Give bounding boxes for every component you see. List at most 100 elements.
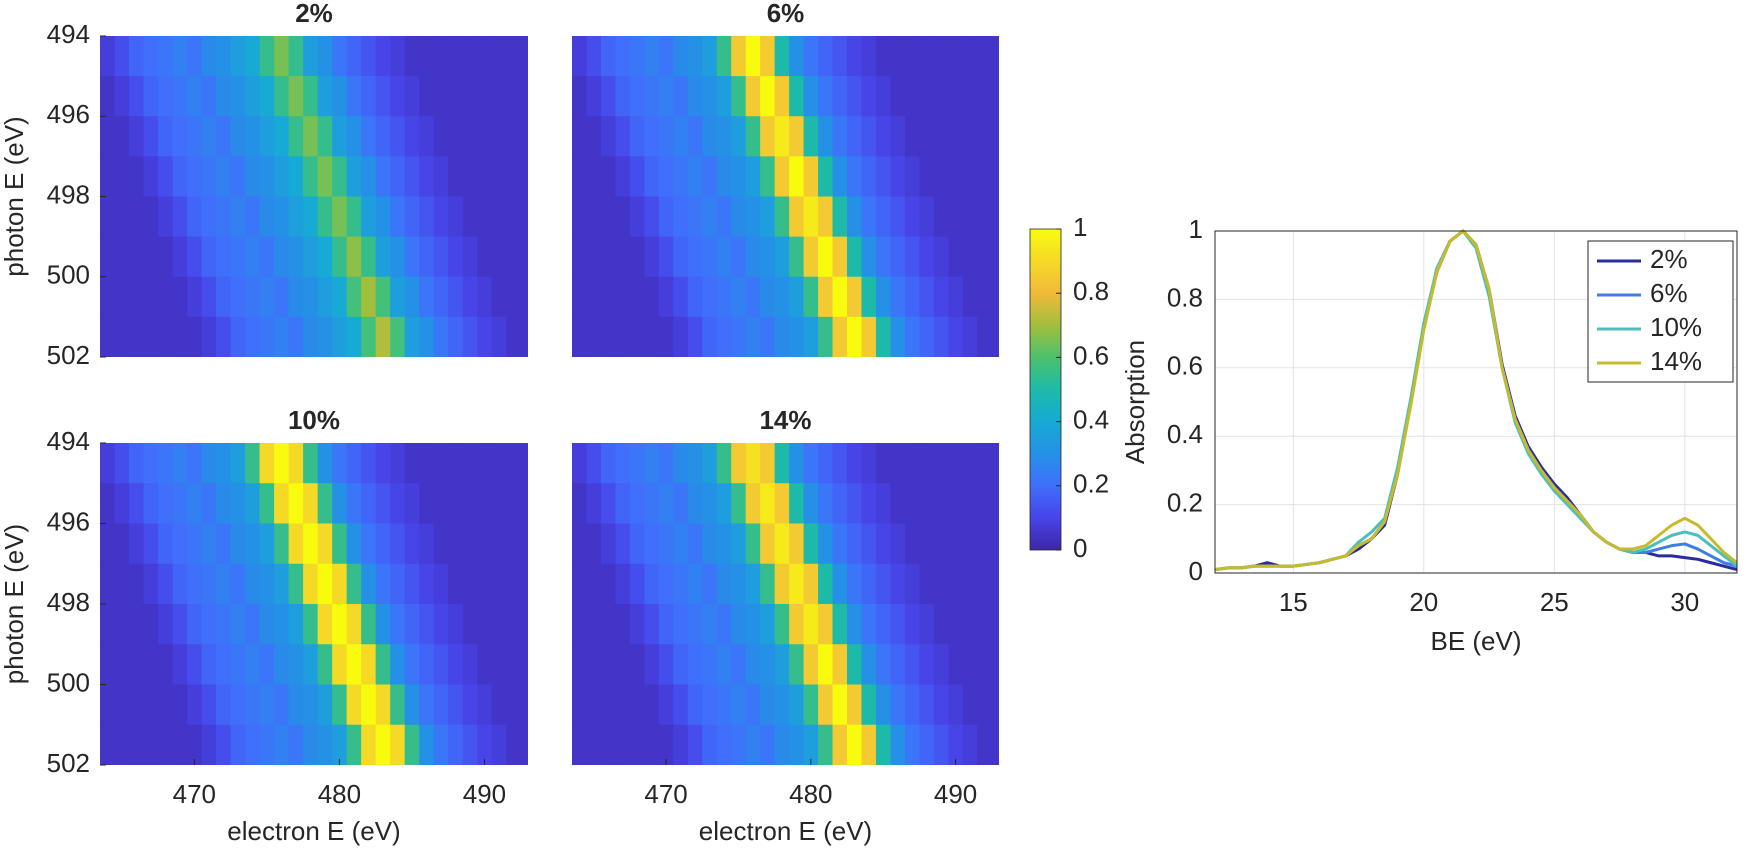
heatmap-cell [448,563,464,605]
heatmap-cell [760,276,776,318]
heatmap-cell [745,523,761,565]
heatmap-cell [702,523,718,565]
heatmap-cell [390,196,406,238]
heatmap-cell [948,36,964,77]
heatmap-cell [274,443,290,484]
heatmap-cell [129,684,145,726]
heatmap-cell [390,483,406,525]
heatmap-cell [572,196,588,238]
heatmap-cell [991,236,999,278]
y-tick-label: 0 [1189,556,1203,586]
heatmap-cell [977,156,993,198]
heatmap-cell [716,684,732,726]
heatmap-cell [572,604,588,645]
x-tick-label: 470 [644,779,687,809]
heatmap-cell [673,316,689,357]
heatmap-cell [187,36,203,77]
heatmap-cell [288,644,304,686]
panel-title: 2% [295,0,333,28]
heatmap-cell [506,604,522,645]
heatmap-cell [962,276,978,318]
heatmap-cell [644,156,660,198]
heatmap-cell [375,36,391,77]
heatmap-cell [172,684,188,726]
heatmap-cell [303,276,319,318]
heatmap-cell [644,684,660,726]
heatmap-cell [832,483,848,525]
heatmap-cell [658,563,674,605]
heatmap-cell [991,76,999,117]
heatmap-cell [114,443,130,484]
heatmap-cell [818,523,834,565]
heatmap-cell [201,483,217,525]
heatmap-cell [114,724,130,765]
heatmap-cell [216,36,232,77]
heatmap-cell [288,604,304,645]
heatmap-cell [716,316,732,357]
heatmap-cell [201,156,217,198]
heatmap-cell [361,156,377,198]
heatmap-cell [172,316,188,357]
heatmap-cell [702,156,718,198]
heatmap-cell [317,116,333,157]
heatmap-cell [100,156,116,198]
heatmap-cell [933,36,949,77]
heatmap-cell [962,724,978,765]
heatmap-cell [658,443,674,484]
heatmap-cell [404,644,420,686]
heatmap-cell [904,116,920,157]
x-axis-label: electron E (eV) [227,816,400,846]
heatmap-cell [774,236,790,278]
heatmap-cell [774,276,790,318]
heatmap-cell [404,156,420,198]
heatmap-cell [419,644,435,686]
heatmap-cell [774,196,790,238]
heatmap-cell [375,156,391,198]
heatmap-cell [673,76,689,117]
heatmap-cell [716,563,732,605]
heatmap-cell [586,36,602,77]
heatmap-cell [274,156,290,198]
heatmap-cell [520,563,528,605]
heatmap-cell [962,644,978,686]
heatmap-cell [187,684,203,726]
heatmap-cell [419,724,435,765]
heatmap-cell [245,684,261,726]
heatmap-cell [216,236,232,278]
y-tick-label: 502 [47,340,90,370]
heatmap-cell [977,36,993,77]
heatmap-cell [520,236,528,278]
heatmap-cell [586,724,602,765]
heatmap-cell [346,276,362,318]
heatmap-cell [274,724,290,765]
heatmap-cell [774,316,790,357]
heatmap-cell [572,236,588,278]
heatmap-cell [433,684,449,726]
heatmap-cell [861,156,877,198]
heatmap-cell [875,724,892,765]
heatmap-cell [259,443,275,484]
heatmap-cell [346,76,362,117]
heatmap-cell [933,724,949,765]
heatmap-cell [274,36,290,77]
heatmap-cell [572,316,588,357]
heatmap-cell [448,116,464,157]
heatmap-cell [933,563,949,605]
heatmap-cell [615,316,631,357]
heatmap-cell [789,36,805,77]
heatmap-cell [361,316,377,357]
heatmap-cell [774,604,790,645]
heatmap-cell [948,684,964,726]
heatmap-cell [890,523,906,565]
heatmap-cell [419,116,435,157]
heatmap-cell [506,196,522,238]
heatmap-cell [847,116,863,157]
heatmap-cell [774,724,790,765]
heatmap-cell [201,644,217,686]
heatmap-cell [303,483,319,525]
heatmap-cell [129,316,145,357]
heatmap-cell [158,563,174,605]
heatmap-cell [259,156,275,198]
panel-title: 6% [767,0,805,28]
heatmap-cell [977,563,993,605]
